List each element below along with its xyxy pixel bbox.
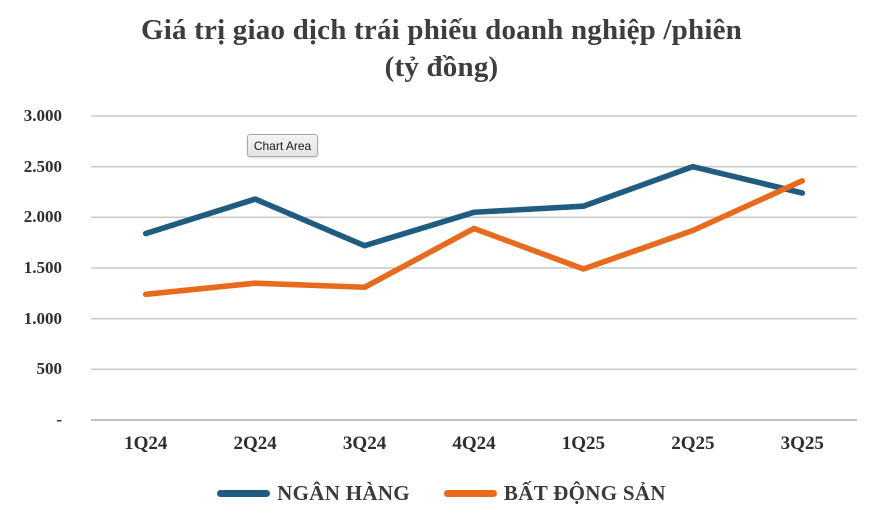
legend-label: NGÂN HÀNG <box>277 481 410 505</box>
x-tick-label: 1Q24 <box>124 433 168 454</box>
y-tick-label: 2.000 <box>23 207 62 227</box>
x-tick-label: 3Q25 <box>780 433 824 454</box>
chart-title: Giá trị giao dịch trái phiếu doanh nghiệ… <box>0 12 883 86</box>
legend-label: BẤT ĐỘNG SẢN <box>503 481 666 505</box>
legend-item-0[interactable]: NGÂN HÀNG <box>217 481 410 506</box>
x-tick-label: 1Q25 <box>561 433 606 454</box>
series-line-0[interactable] <box>142 163 806 249</box>
x-tick-label: 2Q24 <box>233 433 277 454</box>
y-tick-label: - <box>56 410 62 429</box>
x-tick-label: 2Q25 <box>671 433 715 454</box>
legend-item-1[interactable]: BẤT ĐỘNG SẢN <box>443 481 666 506</box>
chart-title-line2: (tỷ đồng) <box>384 51 499 83</box>
chart-legend: NGÂN HÀNG BẤT ĐỘNG SẢN <box>0 481 883 506</box>
series-line-1[interactable] <box>142 178 806 298</box>
chart-area-tooltip: Chart Area <box>247 134 318 157</box>
y-tick-label: 2.500 <box>23 156 62 176</box>
legend-swatch-icon <box>443 490 497 497</box>
chart-area-tooltip-label: Chart Area <box>253 138 312 153</box>
y-tick-label: 1.500 <box>23 258 62 277</box>
legend-swatch-icon <box>217 490 271 497</box>
x-tick-label: 4Q24 <box>452 433 496 454</box>
y-tick-label: 500 <box>36 359 63 379</box>
y-tick-label: 3.000 <box>23 106 62 125</box>
y-tick-label: 1.000 <box>23 308 62 328</box>
x-tick-label: 3Q24 <box>342 433 387 454</box>
chart-title-line1: Giá trị giao dịch trái phiếu doanh nghiệ… <box>140 14 742 46</box>
